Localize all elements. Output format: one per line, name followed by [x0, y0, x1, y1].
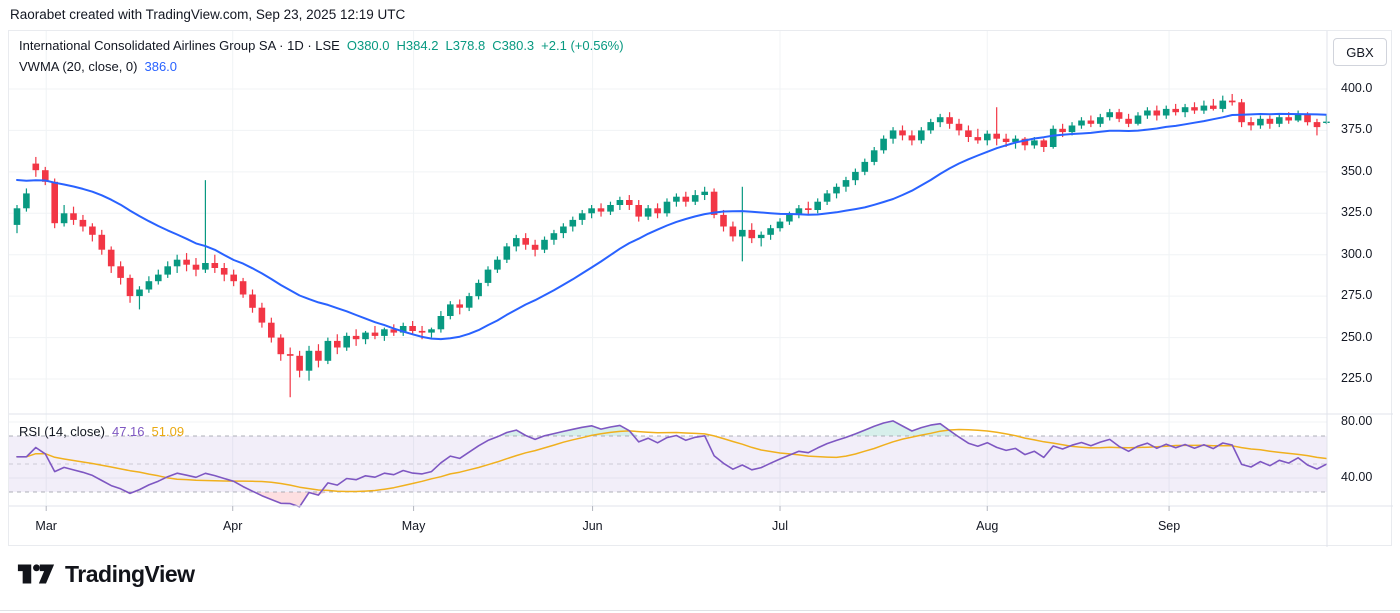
- price-axis[interactable]: 400.0 375.0 350.0 325.0 300.0 275.0 250.0 225.0…: [1329, 31, 1393, 547]
- price-axis-label: 275.0: [1341, 288, 1373, 303]
- close-value: C380.3: [492, 38, 535, 53]
- rsi-value: 47.16: [111, 424, 145, 439]
- vwma-legend[interactable]: VWMA (20, close, 0) 386.0: [19, 59, 177, 74]
- time-axis-label-mar: Mar: [35, 519, 57, 533]
- price-axis-label: 300.0: [1341, 246, 1373, 261]
- time-axis-label-aug: Aug: [976, 519, 999, 533]
- symbol-title[interactable]: International Consolidated Airlines Grou…: [19, 38, 340, 53]
- price-axis-label: 375.0: [1341, 122, 1373, 137]
- brand-text: TradingView: [65, 560, 195, 587]
- price-axis-label: 225.0: [1341, 371, 1373, 385]
- time-axis-label-jun: Jun: [582, 519, 603, 533]
- time-axis-label-sep: Sep: [1157, 519, 1181, 533]
- bottom-divider: [0, 610, 1400, 611]
- rsi-legend[interactable]: RSI (14, close) 47.16 51.09: [19, 424, 184, 439]
- price-chart-canvas[interactable]: [9, 31, 1393, 547]
- change-value: +2.1 (+0.56%): [541, 38, 624, 53]
- symbol-legend[interactable]: International Consolidated Airlines Grou…: [19, 38, 624, 53]
- attribution-text: Raorabet created with TradingView.com, S…: [10, 7, 406, 22]
- open-value: O380.0: [346, 38, 390, 53]
- rsi-label[interactable]: RSI (14, close): [19, 424, 105, 439]
- price-axis-label: 250.0: [1341, 329, 1373, 344]
- vwma-label[interactable]: VWMA (20, close, 0): [19, 59, 138, 74]
- chart-container: International Consolidated Airlines Grou…: [8, 30, 1393, 547]
- time-axis-label-may: May: [401, 519, 426, 533]
- tradingview-logo-icon: [17, 564, 55, 584]
- time-axis-label-apr: Apr: [222, 519, 243, 533]
- high-value: H384.2: [396, 38, 439, 53]
- time-axis[interactable]: Mar Apr May Jun Jul Aug Sep: [9, 506, 1327, 547]
- rsi-axis-label: 80.00: [1341, 414, 1373, 428]
- rsi-ma-value: 51.09: [151, 424, 185, 439]
- vwma-value: 386.0: [144, 59, 178, 74]
- price-axis-label: 325.0: [1341, 205, 1373, 220]
- rsi-axis-label: 40.00: [1341, 470, 1373, 484]
- currency-button[interactable]: GBX: [1333, 38, 1387, 66]
- price-axis-label: 400.0: [1341, 81, 1373, 95]
- low-value: L378.8: [445, 38, 486, 53]
- price-axis-label: 350.0: [1341, 163, 1373, 178]
- tradingview-brand[interactable]: TradingView: [16, 558, 195, 590]
- time-axis-label-jul: Jul: [772, 519, 788, 533]
